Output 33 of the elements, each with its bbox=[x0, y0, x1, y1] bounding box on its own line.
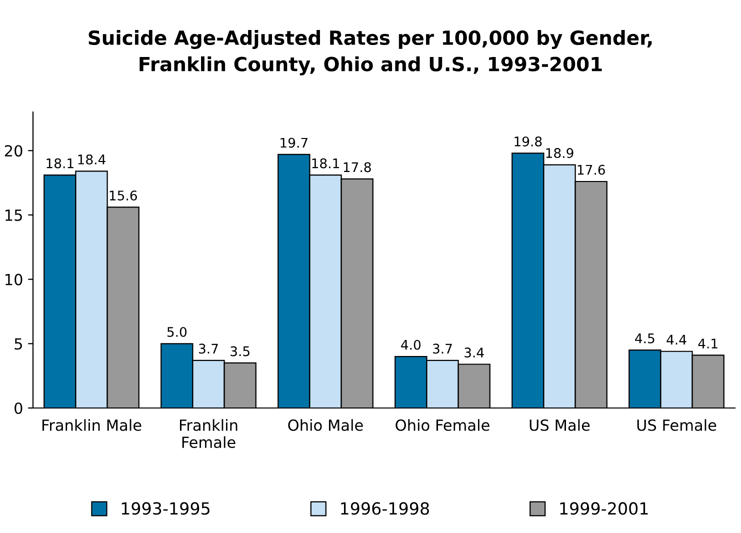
data-label: 18.9 bbox=[546, 148, 574, 158]
legend-label: 1993-1995 bbox=[122, 502, 210, 515]
data-label: 19.7 bbox=[280, 138, 308, 148]
y-tick-label: 15 bbox=[6, 210, 22, 221]
legend-label: 1996-1998 bbox=[341, 502, 429, 515]
data-label: 3.5 bbox=[230, 346, 250, 356]
chart-title: Suicide Age-Adjusted Rates per 100,000 by Gender, Franklin County, Ohio and U.S., 1993-2001 bbox=[88, 30, 652, 76]
x-tick-label: US Male bbox=[530, 419, 590, 431]
data-label: 4.4 bbox=[666, 334, 686, 344]
x-tick-label: Franklin Female bbox=[180, 419, 238, 448]
x-tick-label: Ohio Female bbox=[396, 419, 490, 431]
y-tick-label: 5 bbox=[14, 338, 22, 350]
data-label: 5.0 bbox=[167, 326, 187, 337]
data-label: 18.1 bbox=[312, 158, 339, 168]
y-tick-label: 20 bbox=[4, 145, 22, 157]
data-label: 17.6 bbox=[578, 164, 605, 175]
x-tick-label: US Female bbox=[637, 419, 716, 431]
data-label: 4.5 bbox=[635, 334, 654, 344]
x-tick-label: Franklin Male bbox=[42, 419, 142, 431]
data-label: 4.0 bbox=[401, 340, 421, 350]
x-tick-label: Ohio Male bbox=[288, 419, 363, 431]
data-label: 3.4 bbox=[464, 348, 484, 358]
legend-label: 1999-2001 bbox=[560, 502, 648, 515]
data-label: 4.1 bbox=[698, 338, 718, 348]
data-label: 3.7 bbox=[433, 344, 452, 354]
data-label: 19.8 bbox=[514, 136, 542, 146]
data-label: 15.6 bbox=[110, 190, 137, 201]
y-tick-label: 10 bbox=[6, 274, 22, 286]
y-tick-label: 0 bbox=[14, 402, 22, 414]
data-label: 18.1 bbox=[46, 158, 74, 168]
data-label: 17.8 bbox=[344, 162, 371, 172]
data-label: 18.4 bbox=[78, 154, 106, 164]
data-label: 3.7 bbox=[199, 344, 218, 354]
